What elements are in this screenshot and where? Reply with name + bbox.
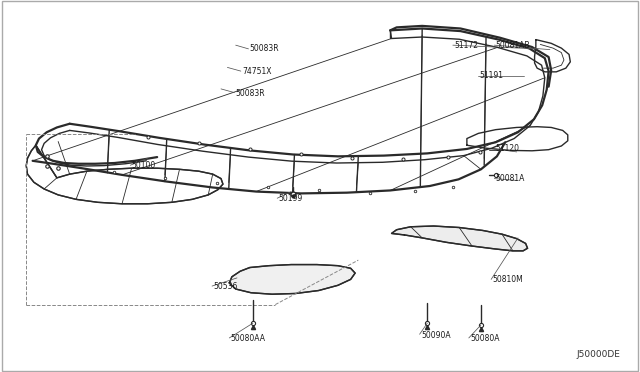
Text: 50536: 50536 bbox=[213, 282, 237, 291]
Text: 51191: 51191 bbox=[479, 71, 504, 80]
Polygon shape bbox=[229, 264, 355, 294]
Text: 50810M: 50810M bbox=[492, 275, 523, 284]
Polygon shape bbox=[392, 226, 527, 251]
Text: 51172: 51172 bbox=[454, 41, 478, 50]
Text: 50081AB: 50081AB bbox=[495, 41, 530, 50]
Text: 50080AA: 50080AA bbox=[230, 334, 266, 343]
Text: 50080A: 50080A bbox=[470, 334, 500, 343]
Text: 50100: 50100 bbox=[132, 161, 156, 170]
Text: J50000DE: J50000DE bbox=[576, 350, 620, 359]
Text: 50083R: 50083R bbox=[236, 89, 266, 98]
Text: 50083R: 50083R bbox=[250, 44, 280, 53]
Polygon shape bbox=[26, 145, 223, 204]
Text: 74751X: 74751X bbox=[242, 67, 271, 76]
Text: 51120: 51120 bbox=[495, 144, 520, 153]
Text: 50090A: 50090A bbox=[421, 331, 451, 340]
Text: 50081A: 50081A bbox=[495, 174, 525, 183]
Text: 50199: 50199 bbox=[278, 195, 303, 203]
